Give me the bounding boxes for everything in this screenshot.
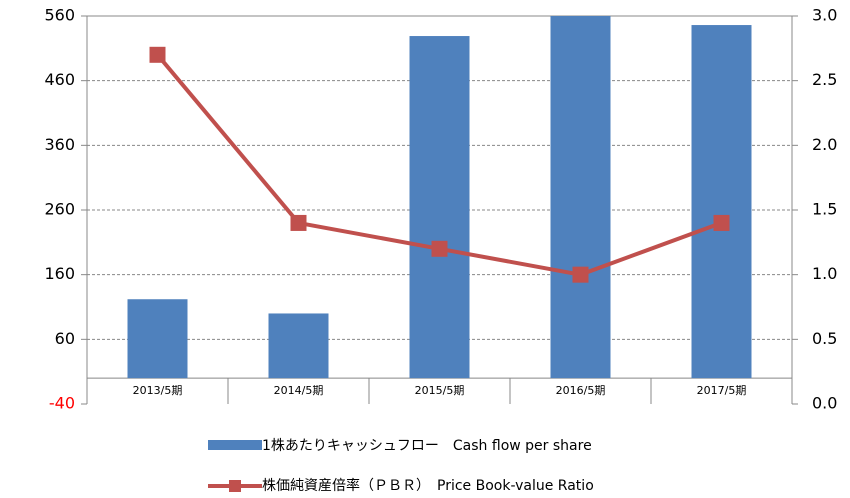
bar bbox=[409, 36, 470, 379]
y-tick-label: 460 bbox=[44, 70, 75, 89]
line-marker bbox=[290, 214, 307, 231]
bar bbox=[127, 299, 188, 379]
line-marker bbox=[431, 240, 448, 257]
legend-swatch bbox=[208, 440, 262, 450]
y2-tick-label: 0.0 bbox=[812, 394, 837, 413]
legend-label: 株価純資産倍率（ＰＢＲ） Price Book-value Ratio bbox=[262, 477, 594, 494]
y2-tick-label: 1.0 bbox=[812, 264, 837, 283]
y2-tick-label: 2.5 bbox=[812, 70, 837, 89]
x-tick-label: 2015/5期 bbox=[415, 384, 465, 397]
legend-label: 1株あたりキャッシュフロー Cash flow per share bbox=[262, 438, 592, 454]
y-tick-label: 160 bbox=[44, 264, 75, 283]
x-tick-label: 2014/5期 bbox=[274, 384, 324, 397]
bar bbox=[691, 25, 752, 379]
line-marker bbox=[572, 266, 589, 283]
y2-tick-label: 1.5 bbox=[812, 200, 837, 219]
line-marker bbox=[713, 214, 730, 231]
bar bbox=[268, 313, 329, 379]
y2-tick-label: 0.5 bbox=[812, 329, 837, 348]
y-tick-label: 60 bbox=[55, 329, 75, 348]
x-tick-label: 2013/5期 bbox=[133, 384, 183, 397]
x-tick-label: 2016/5期 bbox=[556, 384, 606, 397]
legend-swatch bbox=[229, 480, 241, 492]
bar bbox=[550, 16, 611, 379]
y2-tick-label: 2.0 bbox=[812, 135, 837, 154]
y-tick-label: 260 bbox=[44, 200, 75, 219]
y2-tick-label: 3.0 bbox=[812, 6, 837, 25]
line-marker bbox=[149, 46, 166, 63]
y-tick-label: 560 bbox=[44, 6, 75, 25]
y-tick-label: -40 bbox=[49, 394, 75, 413]
x-tick-label: 2017/5期 bbox=[697, 384, 747, 397]
y-tick-label: 360 bbox=[44, 135, 75, 154]
